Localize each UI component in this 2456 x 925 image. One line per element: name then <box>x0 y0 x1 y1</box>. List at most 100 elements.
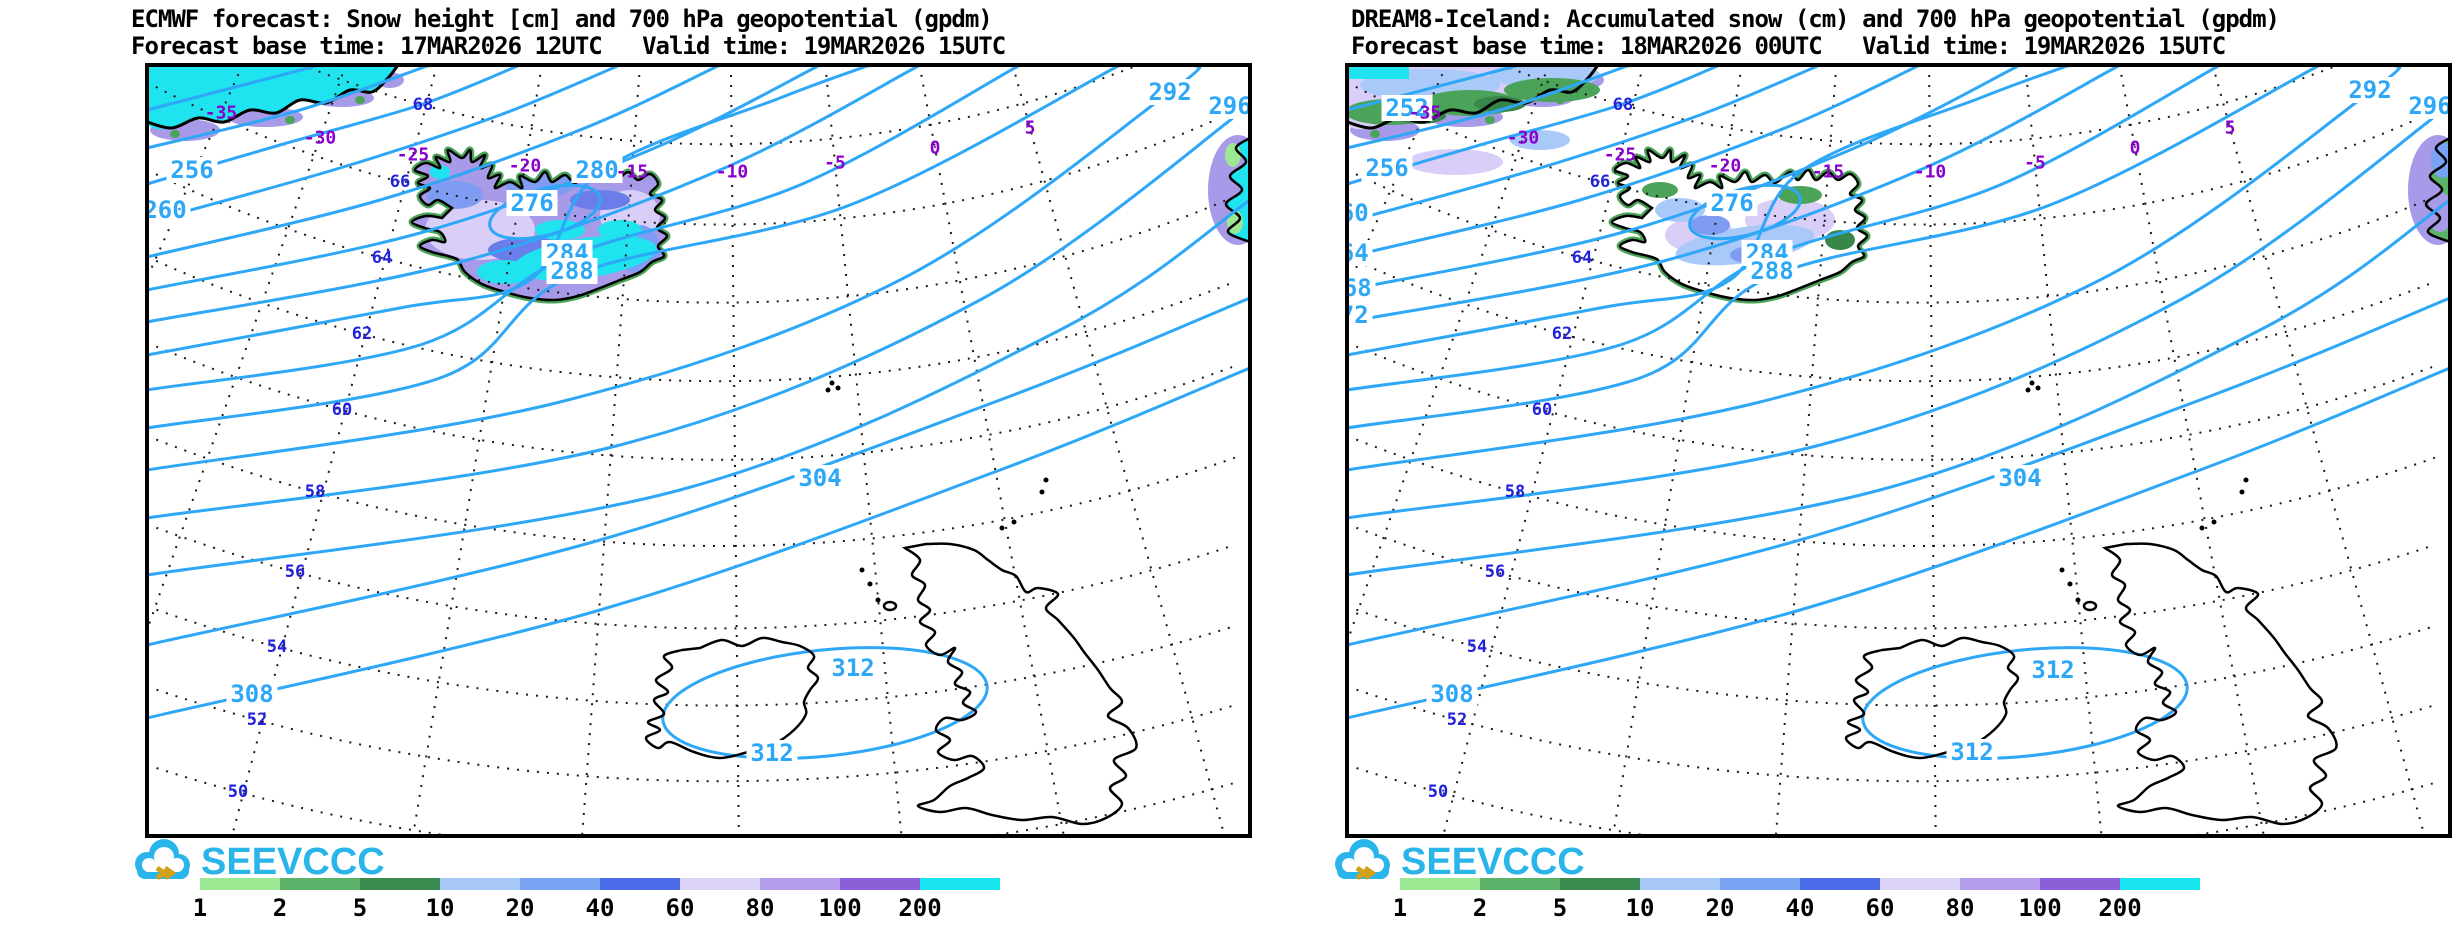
ecmwf-map-title: ECMWF forecast: Snow height [cm] and 700… <box>131 5 993 33</box>
colorbar-segment <box>600 878 680 890</box>
seevccc-logo-text: SEEVCCC <box>201 840 385 883</box>
longitude-label: -10 <box>1914 162 1947 183</box>
colorbar-segment <box>760 878 840 890</box>
seevccc-logo: SEEVCCC <box>131 836 385 888</box>
contour-label: 312 <box>1950 738 1993 766</box>
contour-label: 312 <box>750 739 793 767</box>
colorbar-value-label: 80 <box>1945 894 1975 922</box>
contour-label: 272 <box>1325 301 1368 329</box>
latitude-label: 68 <box>1613 95 1633 115</box>
longitude-label: -30 <box>1507 128 1540 149</box>
contour-label: 312 <box>2031 656 2074 684</box>
latitude-label: 54 <box>267 637 287 657</box>
dream8-map-subtitle: Forecast base time: 18MAR2026 00UTC Vali… <box>1351 32 2226 60</box>
latitude-label: 52 <box>247 710 267 730</box>
colorbar-segment <box>2040 878 2120 890</box>
colorbar-value-label: 60 <box>665 894 695 922</box>
latitude-label: 64 <box>372 248 392 268</box>
longitude-label: -5 <box>2024 153 2046 174</box>
contour-label: 296 <box>1208 92 1251 120</box>
colorbar-value-label: 2 <box>272 894 288 922</box>
contour-label: 268 <box>1328 274 1371 302</box>
colorbar-segment <box>2120 878 2200 890</box>
latitude-label: 52 <box>1447 710 1467 730</box>
colorbar-value-label: 200 <box>898 894 942 922</box>
colorbar-value-label: 100 <box>818 894 862 922</box>
contour-label: 280 <box>575 156 618 184</box>
contour-label: 256 <box>1365 154 1408 182</box>
latitude-label: 50 <box>1428 782 1448 802</box>
colorbar-segment <box>1480 878 1560 890</box>
coastlines <box>644 380 1138 826</box>
colorbar-value-label: 80 <box>745 894 775 922</box>
latitude-label: 68 <box>413 95 433 115</box>
colorbar-segment <box>1880 878 1960 890</box>
colorbar-value-label: 100 <box>2018 894 2062 922</box>
contour-label: 276 <box>510 189 553 217</box>
colorbar-value-label: 5 <box>352 894 368 922</box>
latitude-label: 58 <box>1505 482 1525 502</box>
colorbar-segment <box>1640 878 1720 890</box>
longitude-label: -35 <box>205 103 238 124</box>
colorbar-value-label: 40 <box>1785 894 1815 922</box>
colorbar-value-label: 1 <box>1392 894 1408 922</box>
contour-label: 292 <box>2348 76 2391 104</box>
contour-label: 288 <box>1750 257 1793 285</box>
latitude-label: 62 <box>352 324 372 344</box>
contour-label: 288 <box>550 257 593 285</box>
norway-coast-snow <box>1208 135 1250 245</box>
longitude-label: 0 <box>930 138 941 159</box>
longitude-label: -20 <box>509 156 542 177</box>
colorbar-segment <box>280 878 360 890</box>
colorbar-value-label: 200 <box>2098 894 2142 922</box>
contour-label: 304 <box>798 464 841 492</box>
longitude-label: -5 <box>824 153 846 174</box>
colorbar-value-label: 20 <box>1705 894 1735 922</box>
latitude-label: 66 <box>1590 172 1610 192</box>
longitude-label: -20 <box>1709 156 1742 177</box>
contour-label: 256 <box>170 156 213 184</box>
geopotential-contours <box>1347 65 2450 760</box>
contour-label: 260 <box>143 196 186 224</box>
longitude-label: -35 <box>1409 103 1442 124</box>
latitude-label: 58 <box>305 482 325 502</box>
longitude-label: -30 <box>304 128 337 149</box>
colorbar-segment <box>440 878 520 890</box>
contour-label: 252 <box>1385 94 1428 122</box>
logo-arrow-icon <box>1355 865 1377 881</box>
snow-scale-colorbar: 1 2 5 10 20 40 60 80 100 200 <box>1393 878 2210 924</box>
contour-label: 296 <box>2408 92 2451 120</box>
ecmwf-map-subtitle: Forecast base time: 17MAR2026 12UTC Vali… <box>131 32 1006 60</box>
contour-label: 312 <box>831 654 874 682</box>
latitude-label: 64 <box>1572 248 1592 268</box>
colorbar-value-label: 40 <box>585 894 615 922</box>
latitude-label: 60 <box>332 400 352 420</box>
norway-coast-snow <box>2408 135 2450 245</box>
map-inner: 2522562602642682722762842882922963043083… <box>1325 65 2451 836</box>
colorbar-value-label: 1 <box>192 894 208 922</box>
colorbar-value-label: 5 <box>1552 894 1568 922</box>
longitude-label: -25 <box>397 145 430 166</box>
colorbar-segment <box>1720 878 1800 890</box>
colorbar-value-label: 2 <box>1472 894 1488 922</box>
cloud-logo-icon <box>1335 839 1390 881</box>
snow-scale-colorbar: 1 2 5 10 20 40 60 80 100 200 <box>193 878 1010 924</box>
colorbar-segment <box>1560 878 1640 890</box>
contour-label: 308 <box>1430 680 1473 708</box>
colorbar-segment <box>200 878 280 890</box>
colorbar-segment <box>840 878 920 890</box>
colorbar-value-label: 20 <box>505 894 535 922</box>
dream8-map-title: DREAM8-Iceland: Accumulated snow (cm) an… <box>1351 5 2280 33</box>
latitude-label: 62 <box>1552 324 1572 344</box>
contour-label: 264 <box>1325 239 1368 267</box>
contour-label: 308 <box>230 680 273 708</box>
contour-label: 292 <box>1148 78 1191 106</box>
contour-label: 304 <box>1998 464 2041 492</box>
longitude-label: -10 <box>716 162 749 183</box>
iceland-snow <box>1608 146 1871 304</box>
colorbar-value-label: 10 <box>425 894 455 922</box>
